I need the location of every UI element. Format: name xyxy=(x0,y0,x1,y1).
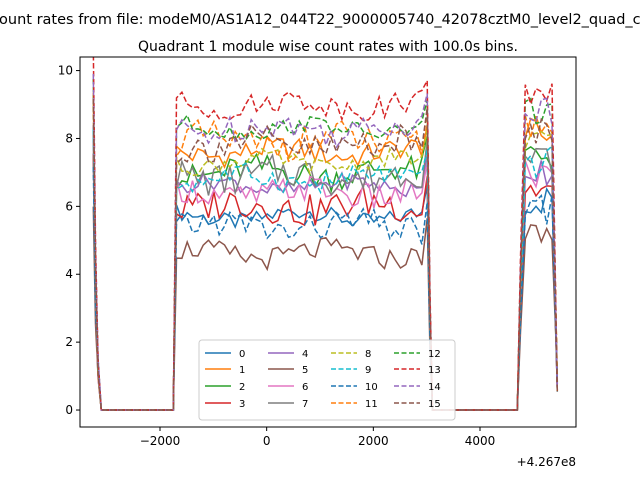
series-line-10 xyxy=(92,166,559,411)
series-line-15 xyxy=(92,98,559,411)
legend-label-11: 11 xyxy=(365,399,378,410)
legend-label-2: 2 xyxy=(239,382,245,393)
legend-label-14: 14 xyxy=(428,382,441,393)
series-line-12 xyxy=(92,78,559,411)
x-axis-offset-label: +4.267e8 xyxy=(517,455,576,469)
legend-label-4: 4 xyxy=(302,349,308,360)
x-tick-label: 2000 xyxy=(358,434,389,448)
x-axis-ticks: −2000 0 2000 4000 xyxy=(140,427,496,448)
y-tick-label: 0 xyxy=(65,403,73,417)
y-tick-label: 8 xyxy=(65,131,73,145)
series-line-14 xyxy=(92,73,559,411)
y-axis-ticks: 0 2 4 6 8 10 xyxy=(58,64,80,417)
legend-label-0: 0 xyxy=(239,349,245,360)
legend-label-10: 10 xyxy=(365,382,378,393)
y-tick-label: 2 xyxy=(65,335,73,349)
legend-label-8: 8 xyxy=(365,349,371,360)
y-tick-label: 4 xyxy=(65,267,73,281)
legend-label-7: 7 xyxy=(302,399,308,410)
legend-box xyxy=(198,339,456,421)
legend-label-12: 12 xyxy=(428,349,441,360)
legend-label-15: 15 xyxy=(428,399,441,410)
legend-label-1: 1 xyxy=(239,365,245,376)
legend-label-13: 13 xyxy=(428,365,441,376)
x-tick-label: 0 xyxy=(263,434,271,448)
series-line-8 xyxy=(92,98,559,411)
legend-label-3: 3 xyxy=(239,399,245,410)
legend-label-5: 5 xyxy=(302,365,308,376)
axes-frame xyxy=(79,56,577,428)
figure-suptitle: Plot of count rates from file: modeM0/AS… xyxy=(0,12,640,28)
chart-title: Quadrant 1 module wise count rates with … xyxy=(138,39,518,55)
x-tick-label: 4000 xyxy=(465,434,496,448)
y-tick-label: 6 xyxy=(65,199,73,213)
series-line-13 xyxy=(92,57,559,411)
x-tick-label: −2000 xyxy=(140,434,181,448)
legend-label-9: 9 xyxy=(365,365,371,376)
y-tick-label: 10 xyxy=(58,64,73,78)
legend-label-6: 6 xyxy=(302,382,308,393)
series-layer xyxy=(92,57,559,411)
